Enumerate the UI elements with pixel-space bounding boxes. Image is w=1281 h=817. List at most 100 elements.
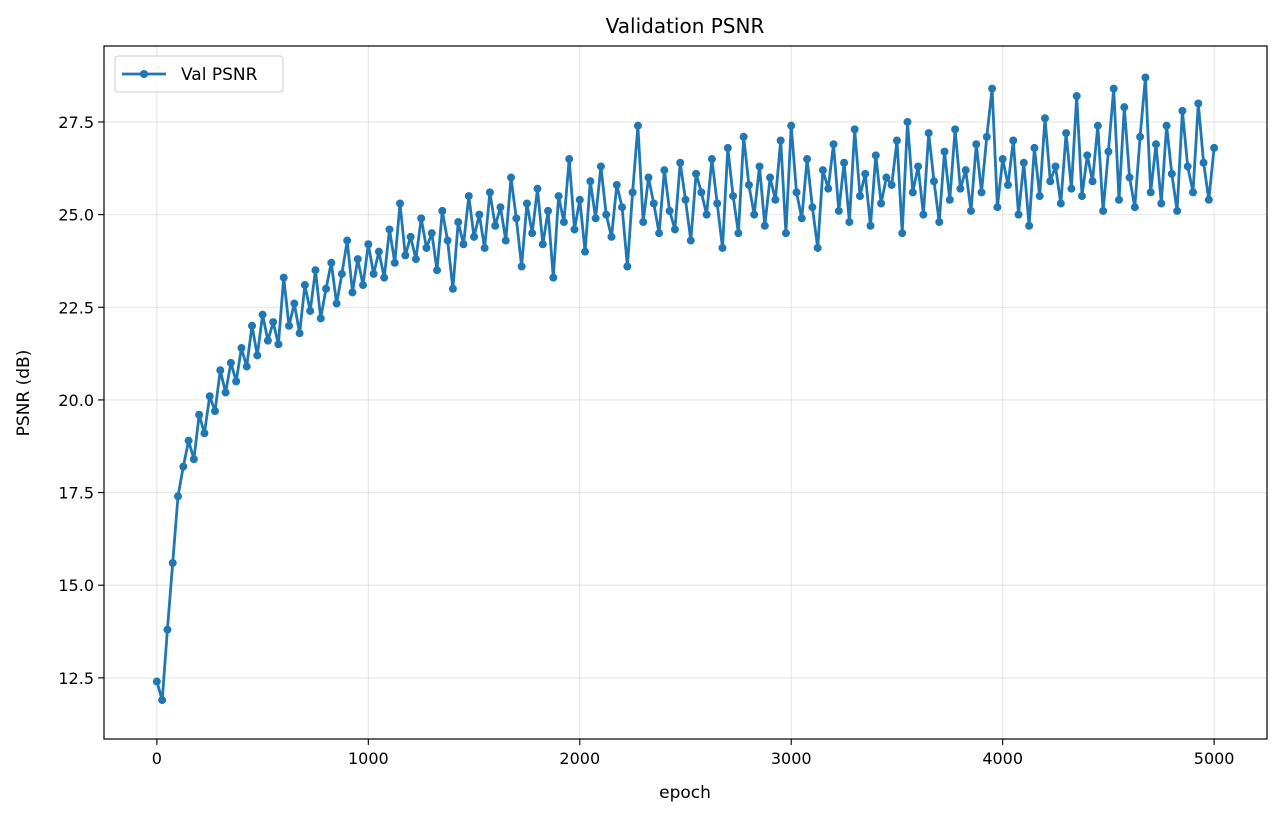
data-point (1104, 147, 1113, 156)
data-point (760, 221, 769, 230)
data-point (956, 184, 965, 193)
data-point (739, 132, 748, 141)
data-point (982, 132, 991, 141)
data-point (485, 188, 494, 197)
series-val-psnr (152, 73, 1219, 705)
data-point (903, 117, 912, 126)
data-point (908, 188, 917, 197)
data-point (644, 173, 653, 182)
data-point (1099, 206, 1108, 215)
data-point (152, 677, 161, 686)
data-point (1141, 73, 1150, 82)
data-point (829, 140, 838, 149)
data-point (660, 166, 669, 175)
data-point (385, 225, 394, 234)
y-tick-label: 25.0 (58, 206, 94, 225)
data-point (390, 258, 399, 267)
data-point (364, 240, 373, 249)
data-point (771, 195, 780, 204)
data-point (618, 203, 627, 212)
x-tick-label: 4000 (982, 749, 1023, 768)
data-point (1051, 162, 1060, 171)
data-point (306, 306, 315, 315)
data-point (163, 625, 172, 634)
data-point (1067, 184, 1076, 193)
data-point (242, 362, 251, 371)
data-point (263, 336, 272, 345)
series-line (155, 76, 1216, 702)
data-point (861, 169, 870, 178)
legend-label: Val PSNR (181, 65, 258, 85)
data-point (718, 243, 727, 252)
data-point (1204, 195, 1213, 204)
data-point (332, 299, 341, 308)
data-point (919, 210, 928, 219)
data-point (464, 192, 473, 201)
data-point (549, 273, 558, 282)
data-point (750, 210, 759, 219)
x-tick-label: 5000 (1194, 749, 1235, 768)
data-point (713, 199, 722, 208)
data-point (544, 206, 553, 215)
data-point (433, 266, 442, 275)
x-tick-label: 3000 (771, 749, 812, 768)
x-tick-label: 1000 (348, 749, 389, 768)
data-point (993, 203, 1002, 212)
data-point (1077, 192, 1086, 201)
data-point (290, 299, 299, 308)
data-point (411, 255, 420, 264)
data-point (612, 180, 621, 189)
data-point (1157, 199, 1166, 208)
data-point (1136, 132, 1145, 141)
data-point (1072, 92, 1081, 101)
data-point (670, 225, 679, 234)
data-point (824, 184, 833, 193)
data-point (443, 236, 452, 245)
y-tick-label: 27.5 (58, 113, 94, 132)
data-point (840, 158, 849, 167)
data-point (174, 492, 183, 501)
data-point (216, 366, 225, 375)
data-point (269, 318, 278, 327)
data-point (369, 269, 378, 278)
data-point (581, 247, 590, 256)
y-tick-label: 15.0 (58, 576, 94, 595)
data-point (1173, 206, 1182, 215)
data-point (702, 210, 711, 219)
data-point (253, 351, 262, 360)
data-point (211, 407, 220, 416)
data-point (459, 240, 468, 249)
data-point (945, 195, 954, 204)
data-point (237, 344, 246, 353)
data-point (1194, 99, 1203, 108)
data-point (374, 247, 383, 256)
data-point (565, 155, 574, 164)
data-point (892, 136, 901, 145)
data-point (808, 203, 817, 212)
data-point (200, 429, 209, 438)
data-point (1109, 84, 1118, 93)
y-tick-label: 17.5 (58, 484, 94, 503)
data-point (1146, 188, 1155, 197)
data-point (591, 214, 600, 223)
data-point (401, 251, 410, 260)
data-point (448, 284, 457, 293)
data-point (422, 243, 431, 252)
data-point (274, 340, 283, 349)
data-point (258, 310, 267, 319)
data-point (475, 210, 484, 219)
data-point (248, 321, 257, 330)
data-point (977, 188, 986, 197)
data-point (311, 266, 320, 275)
x-axis-label: epoch (659, 783, 711, 803)
data-point (1167, 169, 1176, 178)
y-tick-label: 20.0 (58, 391, 94, 410)
data-point (337, 269, 346, 278)
data-point (834, 206, 843, 215)
y-axis: 12.5 15.0 17.5 20.0 22.5 25.0 27.5 (58, 113, 104, 688)
data-point (1019, 158, 1028, 167)
data-point (1210, 143, 1219, 152)
data-point (951, 125, 960, 134)
data-point (232, 377, 241, 386)
data-point (417, 214, 426, 223)
